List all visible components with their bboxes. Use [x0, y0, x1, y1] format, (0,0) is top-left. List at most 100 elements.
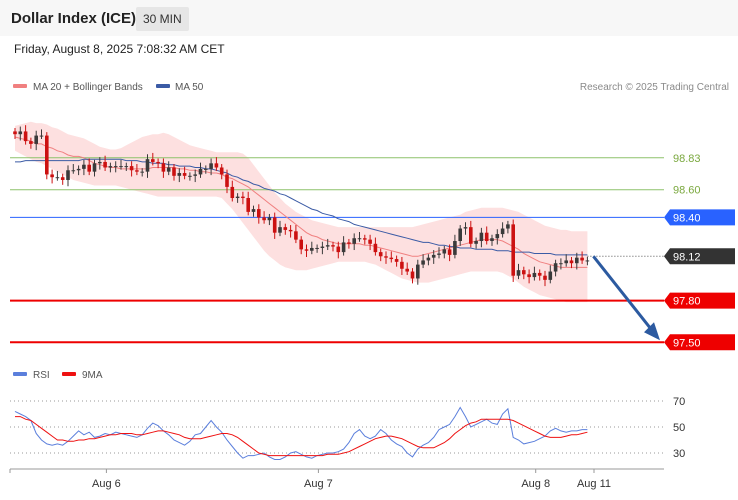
candle [479, 227, 484, 248]
candle [575, 252, 579, 270]
rsi-ma-line [15, 416, 588, 457]
candle [474, 237, 478, 249]
candle [29, 137, 33, 149]
candle [310, 241, 314, 255]
candle [241, 191, 245, 205]
price-legend: MA 20 + Bollinger Bands MA 50 Research ©… [13, 82, 729, 93]
candle [55, 170, 60, 181]
candle [225, 169, 229, 194]
candle [66, 165, 70, 187]
candle [13, 127, 17, 140]
candle [442, 245, 447, 259]
candle [569, 256, 574, 269]
candle [352, 233, 356, 251]
candle [463, 222, 468, 235]
rsi-tick-label: 70 [673, 396, 685, 408]
level-tag [664, 334, 735, 351]
candle [341, 236, 346, 256]
candle [204, 165, 208, 174]
candle [580, 251, 584, 264]
rsi-legend-swatch [13, 372, 27, 376]
candle [511, 219, 515, 282]
candle [87, 158, 91, 176]
candle [124, 162, 129, 171]
candle [373, 237, 378, 256]
candle [103, 155, 107, 171]
candle [39, 129, 44, 140]
candle [23, 125, 28, 145]
candle [140, 168, 144, 177]
candle [394, 255, 399, 267]
level-label: 98.83 [673, 153, 701, 165]
candle [331, 241, 335, 252]
x-tick-label: Aug 7 [304, 478, 333, 490]
copyright-text: Research © 2025 Trading Central [580, 82, 729, 93]
rsi-legend-label: RSI [33, 370, 50, 381]
candle [336, 241, 341, 259]
candle [119, 159, 123, 170]
candle [299, 236, 303, 255]
candle [145, 154, 150, 178]
candle [98, 157, 102, 170]
ma20-legend-label: MA 20 + Bollinger Bands [33, 82, 143, 93]
candle [320, 241, 325, 255]
candle [214, 157, 219, 171]
candle [45, 132, 49, 180]
level-label: 97.50 [673, 337, 701, 349]
candle [389, 251, 394, 263]
candle [506, 220, 510, 234]
candle [246, 191, 250, 216]
candle [347, 238, 351, 249]
chart-datetime: Friday, August 8, 2025 7:08:32 AM CET [14, 42, 225, 56]
candle [129, 161, 134, 177]
candlesticks [13, 125, 590, 287]
candle [553, 259, 558, 277]
rsi-gridlines: 70 50 30 [10, 396, 685, 460]
candle [71, 164, 76, 174]
candle [198, 162, 203, 178]
candle [272, 212, 277, 239]
candle [469, 220, 473, 248]
instrument-title: Dollar Index (ICE) [11, 10, 137, 27]
candle [288, 225, 293, 238]
rsi-tick-label: 50 [673, 422, 685, 434]
candle [490, 234, 494, 246]
candle [500, 222, 505, 238]
candle [522, 266, 526, 280]
candle [543, 270, 547, 287]
forecast-arrow-head [644, 322, 660, 341]
candle [267, 213, 272, 226]
rsi-lines [14, 406, 588, 460]
candle [161, 158, 166, 178]
x-tick-label: Aug 6 [92, 478, 121, 490]
rsi-tick-label: 30 [673, 448, 685, 460]
rsi-legend: RSI 9MA [13, 370, 103, 381]
x-tick-label: Aug 8 [521, 478, 550, 490]
rsi-line [14, 406, 588, 460]
level-tag [664, 292, 735, 309]
key-levels [10, 157, 664, 344]
candle [484, 226, 489, 245]
candle [532, 266, 537, 281]
timeframe-badge[interactable]: 30 MIN [136, 7, 189, 31]
ma50-legend-label: MA 50 [175, 82, 204, 93]
candle [368, 234, 372, 251]
candle [516, 263, 521, 280]
candle [559, 258, 563, 270]
candle [18, 126, 23, 141]
bollinger-bands [15, 121, 588, 303]
candle [156, 158, 160, 169]
candle [453, 234, 457, 259]
candle [76, 165, 81, 176]
candle [230, 180, 235, 202]
candle [82, 159, 86, 176]
candle [50, 169, 54, 184]
candle [564, 254, 568, 267]
candle [166, 161, 171, 176]
candle [585, 256, 590, 266]
level-tag [664, 209, 735, 226]
candle [34, 130, 38, 151]
forecast-arrow-shaft [592, 255, 654, 332]
forecast-arrow [592, 255, 660, 341]
